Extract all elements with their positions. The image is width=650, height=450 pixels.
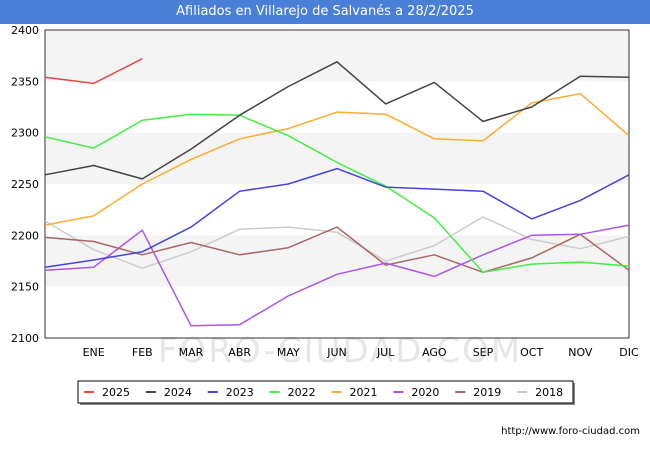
- grid-band: [45, 286, 629, 338]
- series-line-2019: [44, 226, 630, 274]
- legend-box: [77, 380, 574, 404]
- source-credit: http://www.foro-ciudad.com: [501, 426, 640, 437]
- grid-band: [45, 132, 629, 184]
- x-tick-label: FEB: [132, 346, 153, 359]
- series-line-2018: [44, 216, 630, 269]
- y-tick-label: 2350: [11, 75, 39, 88]
- series-lines: [44, 58, 630, 327]
- series-line-2020: [44, 224, 630, 327]
- x-tick-label: AGO: [422, 346, 447, 359]
- x-tick-label: JUL: [376, 346, 395, 359]
- legend-label-2025: 2025: [102, 386, 130, 399]
- grid-band: [45, 81, 629, 133]
- legend-label-2018: 2018: [535, 386, 563, 399]
- grid-bands: [45, 30, 629, 338]
- x-tick-label: NOV: [568, 346, 593, 359]
- y-tick-label: 2400: [11, 24, 39, 37]
- grid-band: [45, 30, 629, 82]
- x-tick-label: MAR: [179, 346, 204, 359]
- x-tick-label: DIC: [619, 346, 639, 359]
- y-tick-label: 2150: [11, 281, 39, 294]
- x-tick-label: ABR: [228, 346, 251, 359]
- legend-label-2024: 2024: [164, 386, 192, 399]
- series-line-2025: [44, 58, 143, 85]
- legend-label-2021: 2021: [350, 386, 378, 399]
- x-tick-label: JUN: [326, 346, 347, 359]
- legend-label-2022: 2022: [288, 386, 316, 399]
- grid-band: [45, 235, 629, 287]
- series-line-2024: [44, 61, 630, 180]
- chart-title: Afiliados en Villarejo de Salvanés a 28/…: [0, 0, 650, 24]
- legend-label-2023: 2023: [226, 386, 254, 399]
- legend-label-2019: 2019: [473, 386, 501, 399]
- plot-area-border: [44, 29, 630, 339]
- y-axis-ticks: 2100 2150 2200 2250 2300 2350 2400: [11, 24, 39, 345]
- x-tick-label: MAY: [277, 346, 300, 359]
- y-tick-label: 2250: [11, 178, 39, 191]
- series-line-2022: [44, 113, 630, 274]
- x-tick-label: OCT: [520, 346, 543, 359]
- y-tick-label: 2300: [11, 127, 39, 140]
- x-tick-label: SEP: [473, 346, 494, 359]
- legend-label-2020: 2020: [411, 386, 439, 399]
- x-axis-ticks: ENE FEB MAR ABR MAY JUN JUL AGO SEP OCT NOV DIC: [83, 346, 639, 359]
- y-tick-label: 2100: [11, 332, 39, 345]
- legend: 2025 2024 2023 2022 2021 2020 2019 2018: [77, 380, 575, 405]
- y-tick-label: 2200: [11, 229, 39, 242]
- x-tick-label: ENE: [83, 346, 105, 359]
- series-line-2021: [44, 92, 630, 226]
- series-line-2023: [44, 167, 630, 268]
